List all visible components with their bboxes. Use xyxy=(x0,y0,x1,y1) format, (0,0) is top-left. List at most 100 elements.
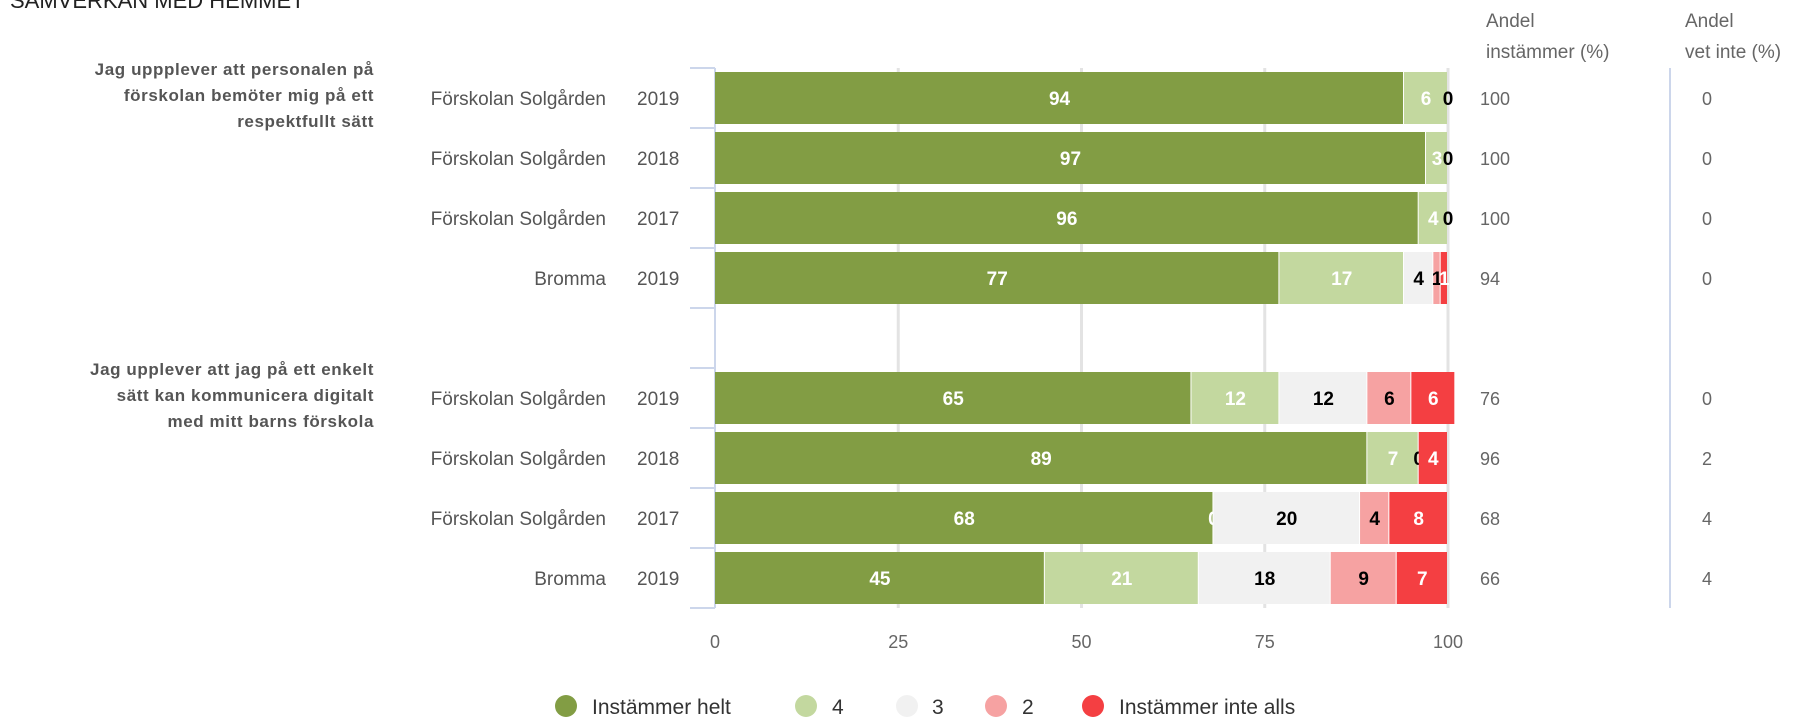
category-label: Förskolan Solgården xyxy=(431,209,606,230)
bar-segment xyxy=(715,552,1044,604)
bar-segment xyxy=(1360,492,1389,544)
dont-know-value: 0 xyxy=(1702,149,1712,169)
category-label: Förskolan Solgården xyxy=(431,149,606,170)
year-label: 2018 xyxy=(637,449,679,470)
legend-label: 3 xyxy=(932,696,944,718)
column-header-agree: Andel instämmer (%) xyxy=(1486,11,1610,63)
bar-value-label: 45 xyxy=(869,569,891,590)
legend: Instämmer helt 4 3 2 Instämmer inte alls xyxy=(555,695,1295,718)
question-label: respektfullt sätt xyxy=(237,112,374,131)
category-label: Förskolan Solgården xyxy=(431,449,606,470)
dont-know-value: 2 xyxy=(1702,449,1712,469)
agree-value: 96 xyxy=(1480,449,1500,469)
bar-value-label: 0 xyxy=(1443,209,1454,230)
page-title: SAMVERKAN MED HEMMET xyxy=(10,0,305,13)
bar-value-label: 96 xyxy=(1056,209,1077,230)
bar-value-label: 3 xyxy=(1432,149,1443,170)
bar-segment xyxy=(1404,252,1433,304)
bar-value-label: 4 xyxy=(1428,449,1439,470)
bar-segment xyxy=(1279,252,1404,304)
x-tick-label: 25 xyxy=(888,632,908,652)
bar-value-label: 6 xyxy=(1384,389,1395,410)
bar-segment xyxy=(715,132,1426,184)
category-label: Förskolan Solgården xyxy=(431,89,606,110)
bar-segment xyxy=(715,432,1367,484)
bar-value-label: 20 xyxy=(1276,509,1297,530)
agree-value: 94 xyxy=(1480,269,1500,289)
legend-label: Instämmer helt xyxy=(592,696,731,718)
bar-segment xyxy=(715,192,1418,244)
bar-segment xyxy=(715,492,1213,544)
bars: 9460973096407717411651212668970468020484… xyxy=(715,72,1455,604)
bar-segment xyxy=(1198,552,1330,604)
x-tick-label: 100 xyxy=(1433,632,1463,652)
dont-know-header-line1: Andel xyxy=(1685,11,1734,32)
question-label: sätt kan kommunicera digitalt xyxy=(117,386,374,405)
legend-marker xyxy=(795,695,817,717)
bar-segment xyxy=(1396,552,1447,604)
bar-segment xyxy=(1440,252,1447,304)
bar-segment xyxy=(1279,372,1367,424)
bar-segment xyxy=(1426,132,1447,184)
bar-value-label: 0 xyxy=(1443,149,1454,170)
agree-value: 100 xyxy=(1480,149,1510,169)
bar-value-label: 94 xyxy=(1049,89,1071,110)
bar-segment xyxy=(1418,432,1447,484)
bar-value-label: 7 xyxy=(1388,449,1399,470)
year-label: 2017 xyxy=(637,209,679,230)
bar-segment xyxy=(1330,552,1396,604)
bar-value-label: 12 xyxy=(1225,389,1246,410)
agree-value: 68 xyxy=(1480,509,1500,529)
category-label: Bromma xyxy=(534,269,606,290)
legend-label: 2 xyxy=(1022,696,1034,718)
question-label: Jag uppplever att personalen på xyxy=(95,60,374,79)
category-label: Bromma xyxy=(534,569,606,590)
year-label: 2018 xyxy=(637,149,679,170)
x-tick-label: 50 xyxy=(1071,632,1091,652)
dont-know-header-line2: vet inte (%) xyxy=(1685,42,1781,63)
bar-value-label: 68 xyxy=(954,509,975,530)
category-label: Förskolan Solgården xyxy=(431,389,606,410)
legend-label: 4 xyxy=(832,696,844,718)
bar-value-label: 12 xyxy=(1313,389,1334,410)
bar-value-label: 6 xyxy=(1421,89,1432,110)
bar-segment xyxy=(715,72,1404,124)
bar-value-label: 65 xyxy=(943,389,965,410)
bar-value-label: 1 xyxy=(1439,269,1450,290)
bar-value-label: 6 xyxy=(1428,389,1439,410)
year-label: 2019 xyxy=(637,389,679,410)
year-label: 2019 xyxy=(637,569,679,590)
bar-segment xyxy=(1411,372,1455,424)
dont-know-value: 0 xyxy=(1702,269,1712,289)
bar-value-label: 0 xyxy=(1443,89,1454,110)
legend-marker xyxy=(985,695,1007,717)
dont-know-value: 4 xyxy=(1702,569,1712,589)
year-label: 2017 xyxy=(637,509,679,530)
bar-segment xyxy=(715,372,1191,424)
bar-segment xyxy=(1213,492,1360,544)
agree-value: 66 xyxy=(1480,569,1500,589)
bar-value-label: 7 xyxy=(1417,569,1428,590)
bar-value-label: 1 xyxy=(1432,269,1443,290)
bar-value-label: 4 xyxy=(1369,509,1380,530)
bar-segment xyxy=(1433,252,1440,304)
column-header-dont-know: Andel vet inte (%) xyxy=(1685,11,1781,63)
bar-value-label: 8 xyxy=(1413,509,1424,530)
bar-value-label: 4 xyxy=(1428,209,1439,230)
question-label: förskolan bemöter mig på ett xyxy=(124,86,374,105)
bar-segment xyxy=(1044,552,1198,604)
year-label: 2019 xyxy=(637,89,679,110)
row-labels: Jag uppplever att personalen på förskolan… xyxy=(90,60,1712,590)
legend-label: Instämmer inte alls xyxy=(1119,696,1295,718)
legend-marker xyxy=(1082,695,1104,717)
bar-value-label: 9 xyxy=(1358,569,1369,590)
dont-know-value: 0 xyxy=(1702,89,1712,109)
agree-value: 76 xyxy=(1480,389,1500,409)
bar-segment xyxy=(1404,72,1447,124)
year-label: 2019 xyxy=(637,269,679,290)
category-label: Förskolan Solgården xyxy=(431,509,606,530)
agree-value: 100 xyxy=(1480,209,1510,229)
bar-value-label: 18 xyxy=(1254,569,1275,590)
dont-know-value: 0 xyxy=(1702,389,1712,409)
